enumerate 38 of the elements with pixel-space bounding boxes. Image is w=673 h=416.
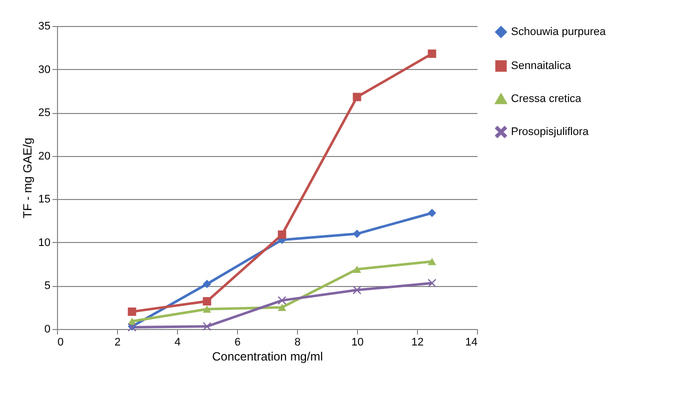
x-axis-title: Concentration mg/ml [212, 350, 323, 364]
point [428, 258, 436, 266]
point [428, 50, 436, 58]
point [278, 230, 286, 239]
point [278, 296, 286, 305]
y-tick-label: 35 [38, 20, 50, 32]
point [202, 322, 212, 331]
point [352, 286, 362, 294]
y-tick-label: 20 [38, 150, 50, 162]
y-axis-title: TF - mg GAE/g [20, 138, 34, 218]
legend-label: Schouwia purpurea [511, 26, 607, 38]
point [352, 266, 362, 273]
legend-label: Prosopisjuliflora [511, 126, 590, 138]
x-tick-label: 8 [294, 336, 301, 348]
y-tick-label: 0 [44, 324, 50, 336]
point [202, 297, 212, 306]
point [428, 208, 436, 218]
point [428, 278, 436, 288]
point [352, 92, 362, 102]
point [128, 308, 136, 316]
y-tick-label: 30 [38, 64, 50, 76]
point [278, 304, 286, 311]
x-tick-label: 14 [465, 336, 478, 348]
point [202, 305, 212, 313]
x-tick-label: 2 [114, 336, 121, 348]
legend-label: Cressa cretica [511, 93, 582, 105]
x-tick-label: 6 [234, 336, 241, 348]
y-tick-label: 10 [38, 236, 50, 249]
x-tick-label: 12 [411, 336, 424, 348]
y-tick-label: 5 [44, 280, 50, 292]
x-tick-label: 10 [351, 336, 364, 348]
legend-label: Sennaitalica [511, 60, 572, 72]
x-tick-label: 0 [58, 336, 64, 348]
point [352, 230, 362, 238]
point [202, 280, 212, 288]
y-tick-label: 25 [38, 107, 50, 120]
x-tick-label: 4 [174, 336, 181, 348]
y-tick-label: 15 [38, 194, 50, 206]
